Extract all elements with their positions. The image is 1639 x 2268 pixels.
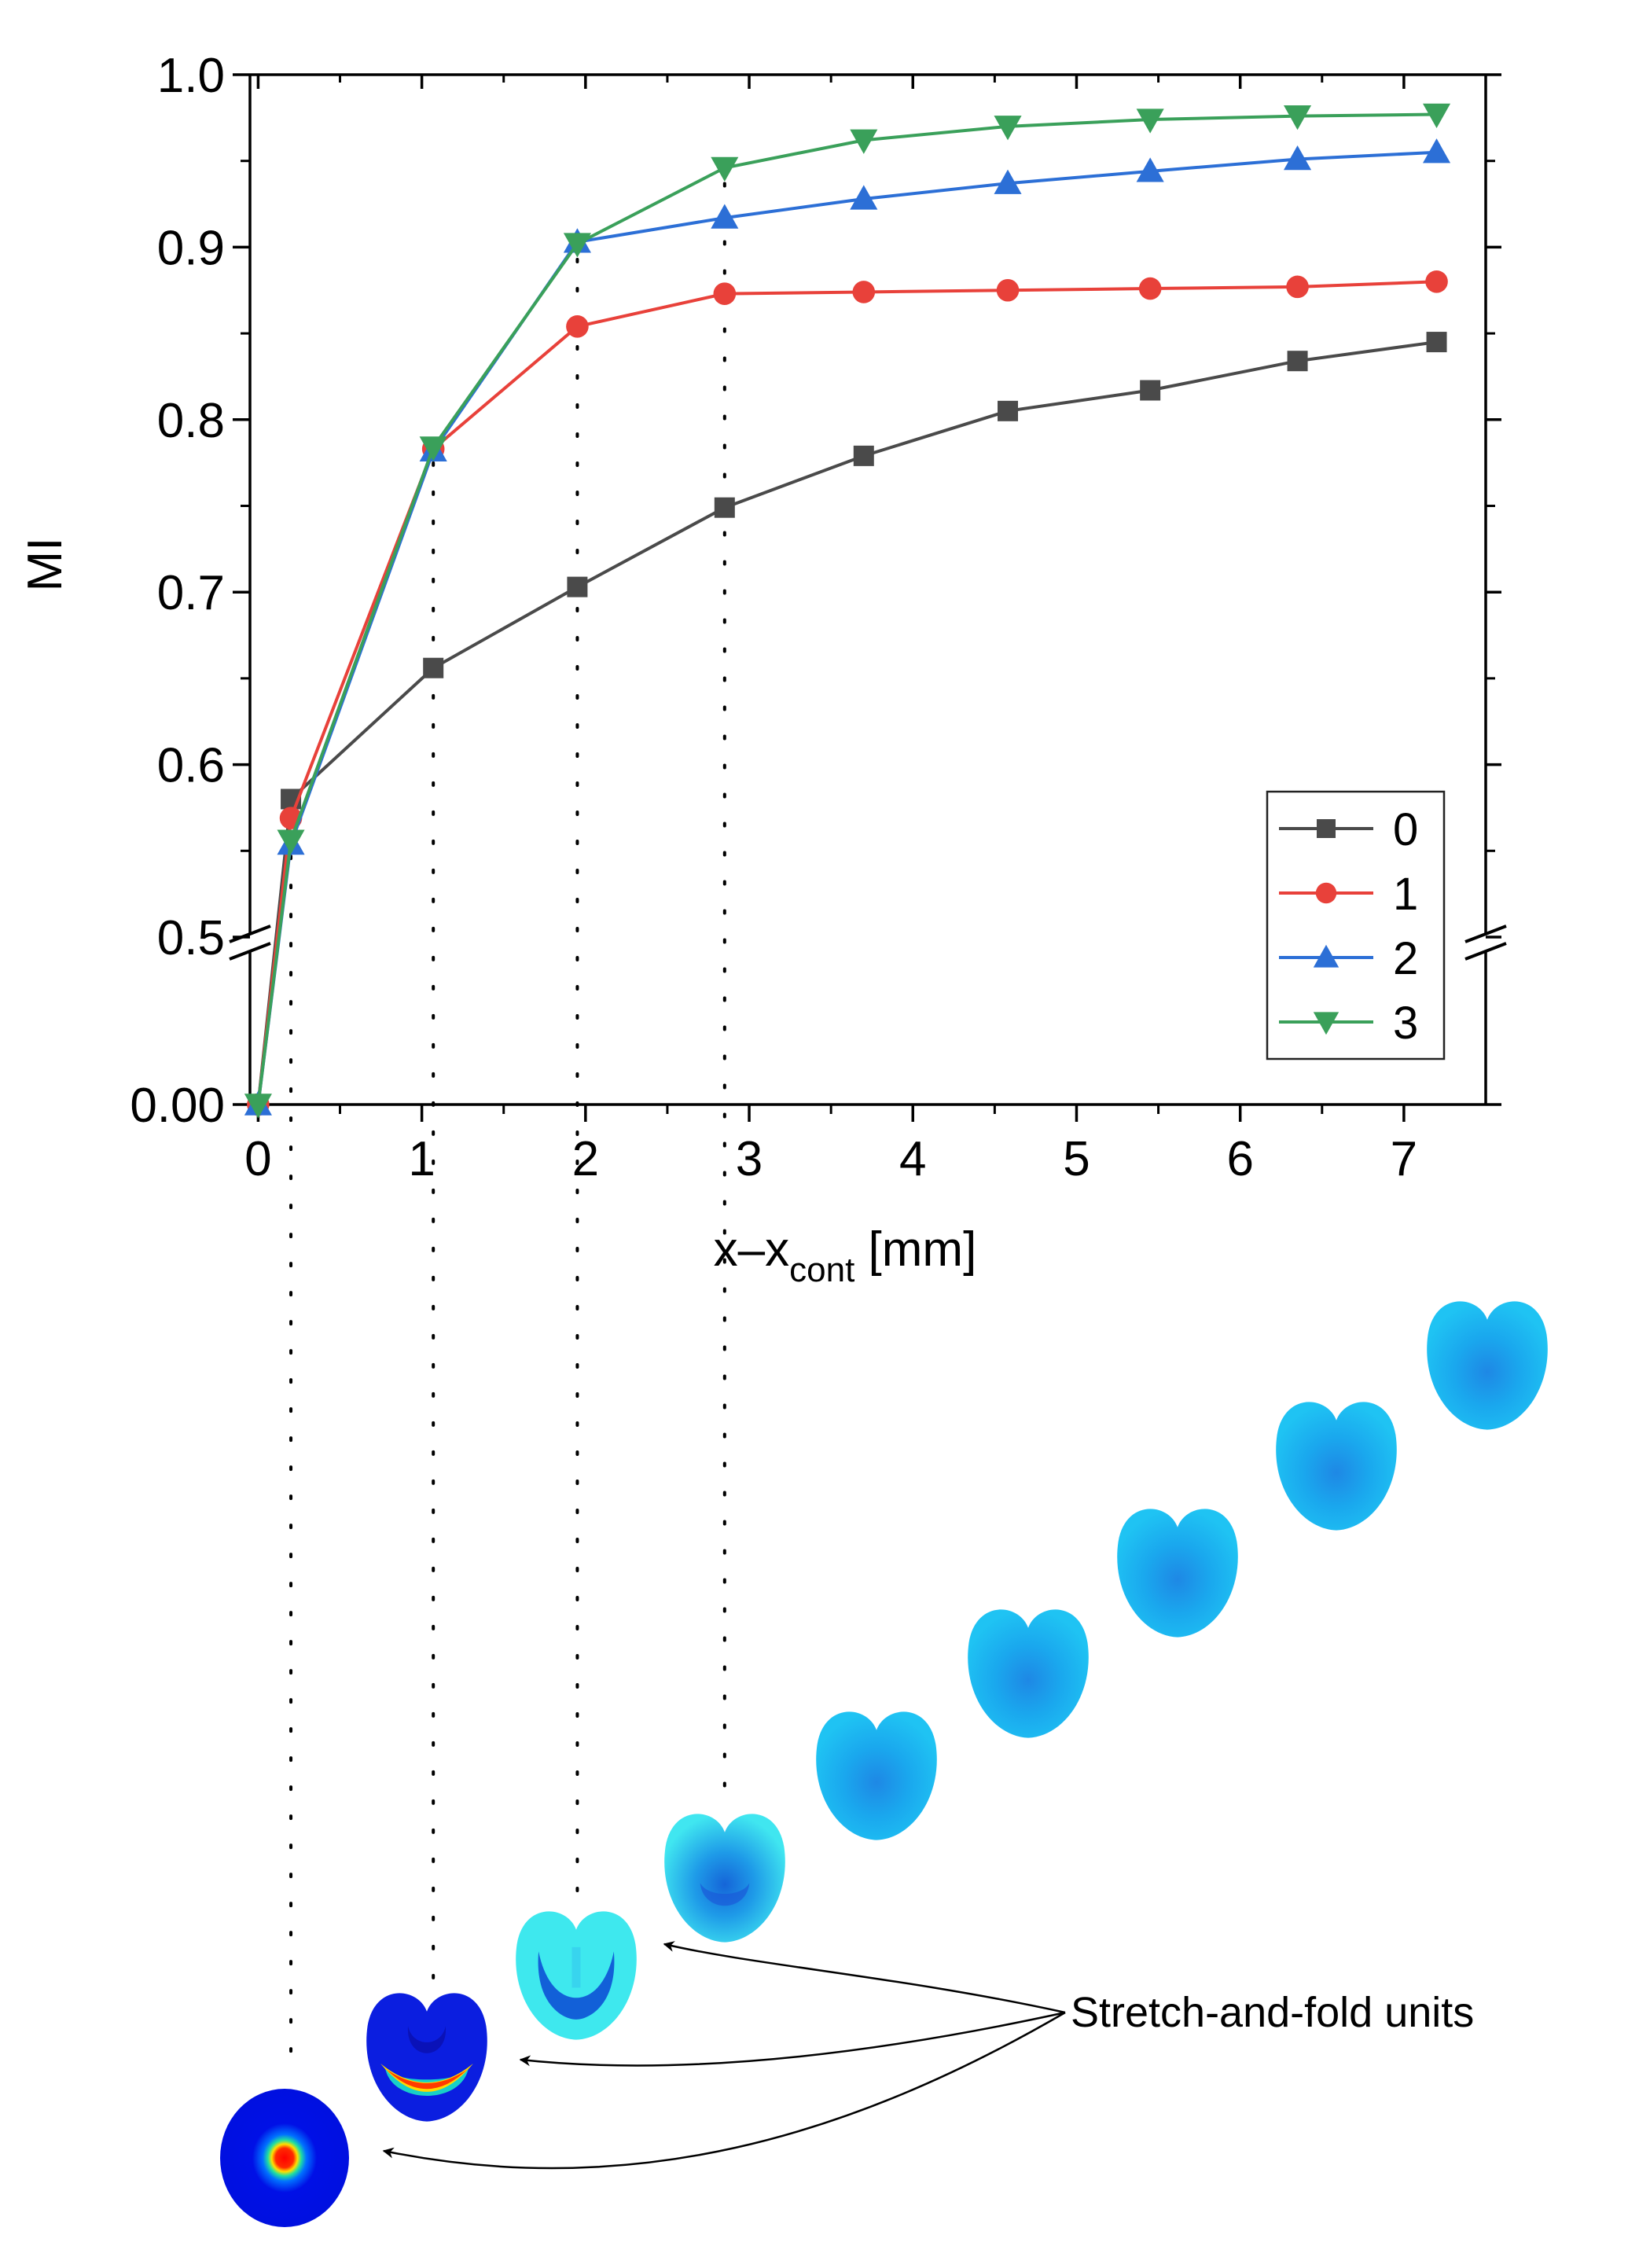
chart-axes: 0 1 2 3 4 5 6 7 0.5 0.6 0.7 0.8 0.9 1.0 0.00 [130, 49, 1507, 1186]
series-3 [244, 103, 1451, 1119]
cross-section-1 [366, 1993, 487, 2122]
cross-section-6 [1117, 1509, 1238, 1638]
data-point-2 [1284, 145, 1312, 171]
legend-marker-1 [1315, 882, 1337, 904]
x-axis-label-base: x–x [714, 1222, 789, 1277]
legend-marker-3 [1313, 1012, 1339, 1035]
data-point-3 [711, 156, 739, 182]
data-point-1 [852, 281, 876, 303]
data-point-1 [1286, 275, 1309, 299]
series-line-3 [256, 112, 1437, 1105]
data-point-0 [998, 400, 1019, 421]
data-point-1 [1425, 270, 1448, 293]
data-point-1 [1138, 277, 1162, 300]
data-point-1 [713, 282, 737, 305]
data-point-2 [850, 185, 878, 210]
series-line-2 [256, 150, 1437, 1105]
y-tick-label: 0.5 [157, 911, 225, 965]
data-point-0 [853, 445, 874, 466]
x-tick-label: 1 [408, 1132, 435, 1186]
x-tick-label: 4 [899, 1132, 926, 1186]
data-point-0 [567, 576, 588, 597]
axis-break-left-a [229, 924, 271, 943]
y-tick-label: 0.00 [130, 1079, 225, 1133]
data-point-0 [1140, 380, 1161, 401]
x-tick-label: 3 [736, 1132, 763, 1186]
data-point-3 [994, 116, 1022, 141]
data-point-2 [1422, 138, 1451, 164]
x-axis-label: x–xcont [mm] [714, 1222, 977, 1289]
legend-marker-2 [1313, 944, 1339, 968]
x-tick-label: 0 [244, 1132, 271, 1186]
series-line-1 [256, 280, 1437, 1105]
series-layer [244, 103, 1451, 1119]
data-point-0 [1287, 351, 1308, 372]
axis-break-right-a [1464, 924, 1507, 943]
annotation-arrow-1 [663, 1941, 1066, 2014]
x-tick-label: 5 [1063, 1132, 1090, 1186]
y-tick-label: 0.7 [157, 566, 225, 620]
data-point-3 [1284, 105, 1312, 130]
data-point-3 [850, 129, 878, 154]
legend-label-2: 2 [1393, 933, 1418, 984]
x-axis-label-subscript: cont [789, 1251, 854, 1289]
annotation-arrow-2 [519, 2011, 1066, 2067]
x-axis-label-unit: [mm] [854, 1222, 976, 1277]
guide-lines [289, 182, 726, 2077]
annotation-arrow-3 [382, 2011, 1066, 2170]
legend-label-1: 1 [1393, 869, 1418, 920]
legend: 0 1 2 3 [1266, 790, 1446, 1060]
data-point-1 [566, 315, 589, 338]
cross-section-2 [516, 1911, 637, 2040]
cross-section-4 [816, 1711, 937, 1840]
data-point-0 [1426, 332, 1447, 353]
axis-break-left-b [229, 942, 271, 961]
x-tick-label: 6 [1226, 1132, 1253, 1186]
data-point-1 [996, 278, 1020, 302]
cross-section-7 [1276, 1402, 1397, 1531]
data-point-3 [1136, 108, 1164, 134]
cross-section-5 [968, 1609, 1089, 1738]
legend-box [1266, 790, 1446, 1060]
annotation-text: Stretch-and-fold units [1071, 1989, 1474, 2036]
legend-label-3: 3 [1393, 998, 1418, 1049]
y-axis-label: MI [18, 538, 72, 592]
y-tick-label: 0.9 [157, 221, 225, 275]
y-tick-label: 0.8 [157, 394, 225, 448]
y-tick-label: 0.6 [157, 739, 225, 793]
data-point-2 [1136, 157, 1164, 182]
data-point-0 [714, 497, 735, 518]
x-tick-label: 7 [1391, 1132, 1417, 1186]
annotation-arrows [382, 1941, 1066, 2170]
data-point-2 [711, 204, 739, 229]
legend-marker-0 [1317, 819, 1336, 838]
data-point-3 [563, 233, 591, 258]
y-tick-label: 1.0 [157, 49, 225, 103]
data-point-0 [423, 657, 444, 678]
x-tick-label: 2 [572, 1132, 599, 1186]
series-line-0 [256, 340, 1437, 1105]
legend-label-0: 0 [1393, 804, 1418, 855]
cross-section-8 [1427, 1301, 1548, 1430]
data-point-3 [419, 436, 447, 461]
cross-section-sequence [220, 1301, 1548, 2227]
series-0 [248, 332, 1447, 1115]
axis-break-right-b [1464, 942, 1507, 961]
data-point-3 [244, 1094, 272, 1119]
data-point-2 [994, 169, 1022, 194]
cross-section-3 [664, 1814, 785, 1943]
data-point-3 [277, 829, 305, 855]
cross-section-0 [220, 2089, 349, 2227]
data-point-3 [1422, 103, 1451, 129]
